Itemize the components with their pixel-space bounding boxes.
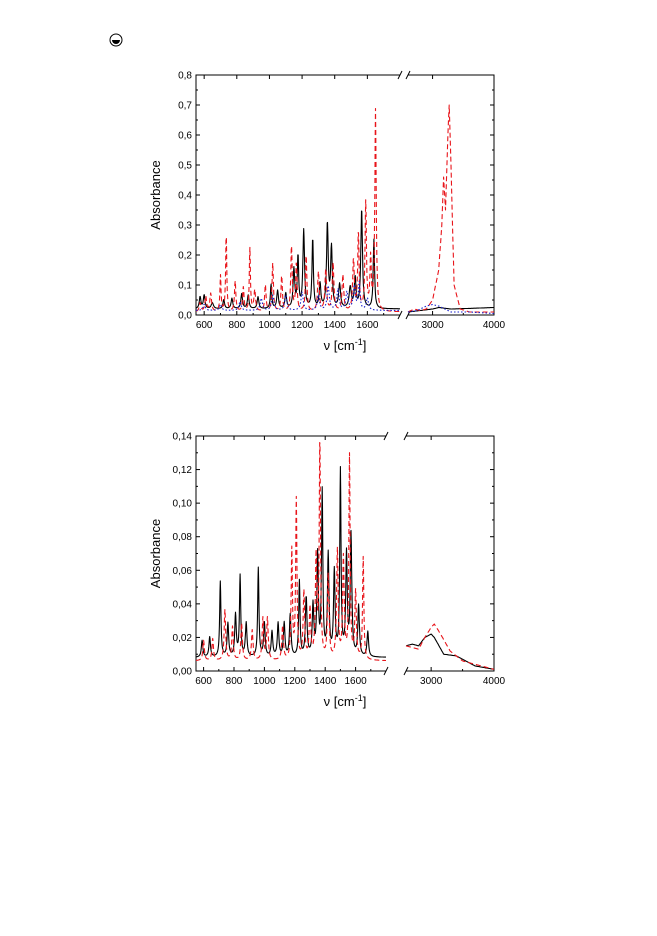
x-axis-title: ν [cm-1] [324, 337, 367, 353]
series-2-line-stretch [407, 104, 494, 313]
x-tick-label: 800 [226, 676, 243, 687]
x-tick-label: 1600 [356, 320, 379, 331]
x-tick-label: 800 [228, 320, 245, 331]
y-tick-label: 0,8 [178, 71, 192, 82]
x-tick-label: 3000 [421, 320, 444, 331]
circled-half-disc-icon [109, 33, 123, 47]
x-tick-label: 600 [195, 676, 212, 687]
series-1-line-stretch [407, 306, 494, 313]
axis-break-mark [383, 431, 389, 441]
y-tick-label: 0,0 [178, 311, 192, 322]
series-2-line-fingerprint [196, 442, 387, 662]
y-axis-title: Absorbance [148, 160, 163, 229]
series-3-line-stretch [407, 303, 494, 315]
x-tick-label: 1000 [258, 320, 281, 331]
chart-2: 0,00 0,02 0,04 0,06 0,08 0,10 0,12 0,14 600 800 10… [148, 432, 506, 710]
x-tick-label: 1600 [344, 676, 367, 687]
series-1-line-stretch [405, 633, 494, 670]
y-tick-label: 0,1 [178, 281, 192, 292]
y-tick-label: 0,5 [178, 161, 192, 172]
x-tick-label: 1200 [291, 320, 314, 331]
axis-break-mark [403, 666, 409, 676]
axis-break-gap [386, 432, 406, 440]
series-1-line-fingerprint [196, 466, 387, 658]
y-tick-label: 0,12 [173, 465, 193, 476]
chart-1: 0,0 0,1 0,2 0,3 0,4 0,5 0,6 0,7 0,8 600 800 1000 120… [148, 71, 506, 354]
x-tick-label: 1400 [314, 676, 337, 687]
series-1-line-fingerprint [196, 210, 401, 310]
y-tick-label: 0,10 [173, 499, 193, 510]
x-tick-label: 4000 [483, 320, 506, 331]
y-tick-label: 0,7 [178, 101, 192, 112]
axis-break-mark [397, 310, 403, 320]
series-2-line-fingerprint [196, 107, 401, 313]
axis-break-gap [400, 311, 408, 319]
x-tick-label: 1400 [324, 320, 347, 331]
x-tick-label: 1200 [284, 676, 307, 687]
axis-break-mark [403, 431, 409, 441]
y-tick-label: 0,02 [173, 633, 193, 644]
y-tick-label: 0,14 [173, 432, 193, 443]
axis-break-mark [397, 70, 403, 80]
axis-break-mark [405, 70, 411, 80]
series-3-line-fingerprint [196, 280, 401, 311]
x-tick-label: 600 [196, 320, 213, 331]
y-tick-label: 0,06 [173, 566, 193, 577]
y-tick-label: 0,08 [173, 532, 193, 543]
y-tick-label: 0,04 [173, 599, 193, 610]
y-tick-label: 0,6 [178, 131, 192, 142]
axis-break-mark [383, 666, 389, 676]
x-axis-title: ν [cm-1] [324, 693, 367, 709]
axis-break-gap [400, 71, 408, 79]
x-tick-label: 3000 [420, 676, 443, 687]
y-tick-label: 0,2 [178, 251, 192, 262]
axis-break-gap [386, 667, 406, 675]
y-axis-title: Absorbance [148, 519, 163, 588]
x-tick-label: 1000 [253, 676, 276, 687]
x-tick-label: 4000 [483, 676, 506, 687]
y-tick-label: 0,00 [173, 667, 193, 678]
y-tick-label: 0,4 [178, 191, 192, 202]
y-tick-label: 0,3 [178, 221, 192, 232]
series-2-line-stretch [405, 623, 494, 670]
